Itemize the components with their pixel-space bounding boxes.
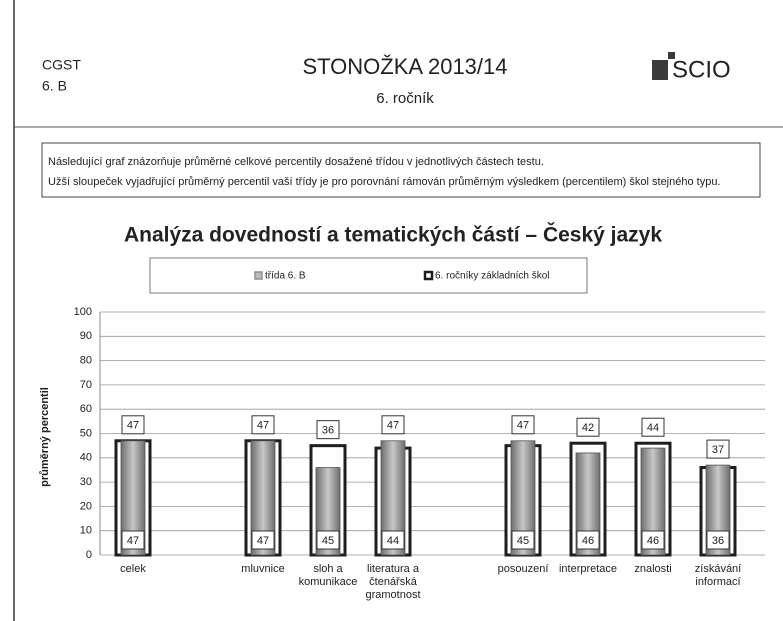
value-label: 47 <box>257 535 269 547</box>
value-label: 46 <box>582 535 594 547</box>
y-tick-label: 90 <box>80 330 92 342</box>
y-tick-label: 0 <box>86 549 92 561</box>
legend-label: třída 6. B <box>265 271 306 282</box>
note-line: Užší sloupeček vyjadřující průměrný perc… <box>48 176 721 188</box>
value-label-box <box>316 420 340 440</box>
x-tick-label: získávání informací <box>694 563 742 588</box>
logo-mark <box>652 60 668 80</box>
x-tick-label: posouzení <box>497 563 549 575</box>
logo: SCIO <box>672 56 731 83</box>
value-label: 47 <box>257 420 269 432</box>
school: CGST <box>42 57 81 73</box>
value-label-box <box>121 530 145 550</box>
value-label: 46 <box>647 535 659 547</box>
value-label: 47 <box>387 420 399 432</box>
subtitle: 6. ročník <box>376 90 434 107</box>
value-label: 47 <box>517 420 529 432</box>
value-label-box <box>251 415 275 435</box>
value-label-box <box>511 415 535 435</box>
value-label: 45 <box>322 535 334 547</box>
y-tick-label: 70 <box>80 379 92 391</box>
x-tick-label: sloh a komunikace <box>298 563 358 588</box>
value-label: 36 <box>322 425 334 437</box>
value-label: 47 <box>127 535 139 547</box>
value-label: 44 <box>647 422 659 434</box>
y-tick-label: 50 <box>80 427 92 439</box>
value-label: 36 <box>712 535 724 547</box>
note-box <box>41 142 761 198</box>
legend-marker <box>254 271 263 280</box>
value-label-box <box>576 530 600 550</box>
logo-mark <box>668 52 675 59</box>
legend-marker <box>423 270 434 281</box>
y-axis-label: průměrný percentil <box>39 387 51 487</box>
value-label-box <box>316 530 340 550</box>
x-tick-label: celek <box>120 563 146 575</box>
x-tick-label: mluvnice <box>241 563 285 575</box>
class: 6. B <box>42 78 67 94</box>
y-tick-label: 100 <box>74 306 92 318</box>
x-tick-label: znalosti <box>634 563 672 575</box>
value-label-box <box>511 530 535 550</box>
y-tick-label: 10 <box>80 525 92 537</box>
y-tick-label: 80 <box>80 355 92 367</box>
value-label: 44 <box>387 535 399 547</box>
value-label: 45 <box>517 535 529 547</box>
value-label-box <box>381 415 405 435</box>
value-label-box <box>251 530 275 550</box>
value-label-box <box>706 530 730 550</box>
value-label-box <box>641 417 665 437</box>
y-tick-label: 40 <box>80 452 92 464</box>
x-tick-label: literatura a čtenářská gramotnost <box>365 563 421 601</box>
y-tick-label: 20 <box>80 500 92 512</box>
value-label-box <box>706 439 730 459</box>
note-line: Následující graf znázorňuje průměrné cel… <box>48 156 544 168</box>
value-label: 37 <box>712 444 724 456</box>
title: STONOŽKA 2013/14 <box>302 54 507 79</box>
value-label-box <box>121 415 145 435</box>
value-label-box <box>641 530 665 550</box>
legend-label: 6. ročníky základních škol <box>435 271 550 282</box>
legend-box <box>149 257 588 294</box>
x-tick-label: interpretace <box>558 563 618 575</box>
value-label: 47 <box>127 420 139 432</box>
chart-title: Analýza dovedností a tematických částí –… <box>124 223 662 247</box>
value-label: 42 <box>582 422 594 434</box>
y-tick-label: 60 <box>80 403 92 415</box>
y-tick-label: 30 <box>80 476 92 488</box>
value-label-box <box>576 417 600 437</box>
value-label-box <box>381 530 405 550</box>
